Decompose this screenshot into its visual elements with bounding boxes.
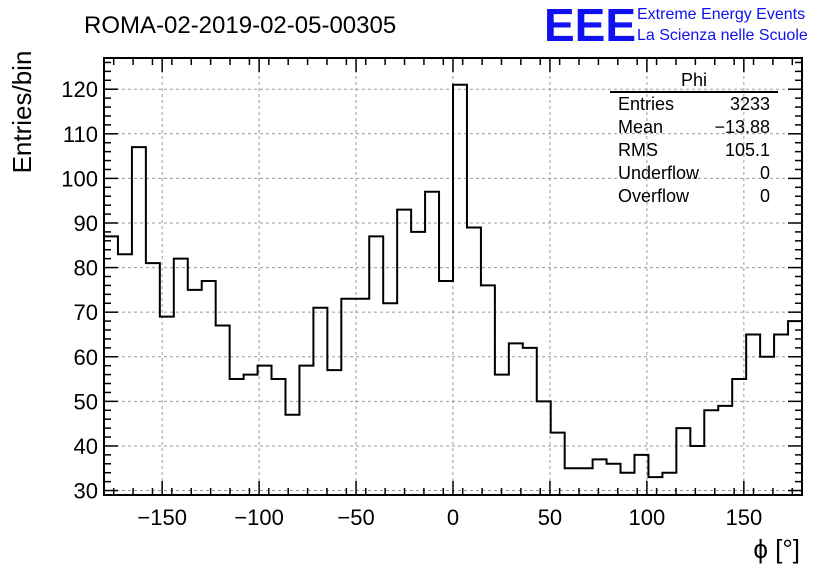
x-tick-label: −150 (137, 505, 187, 530)
histogram-bin (216, 326, 230, 495)
y-tick-label: 120 (61, 77, 98, 102)
stats-row-label: RMS (618, 140, 658, 160)
stats-box-rows: Entries 3233 Mean −13.88 RMS 105.1 Underflow 0 O… (618, 94, 770, 206)
histogram-bin (285, 415, 299, 495)
axis-ticks (104, 58, 802, 495)
eee-logo-line1: Extreme Energy Events (637, 6, 805, 23)
histogram-bin (676, 428, 690, 495)
x-tick-label: 50 (538, 505, 562, 530)
stats-row-value: 3233 (730, 94, 770, 114)
histogram-bin (551, 433, 565, 495)
histogram-bin (327, 370, 341, 495)
stats-row-label: Mean (618, 117, 663, 137)
histogram-bin (369, 236, 383, 495)
y-tick-label: 50 (74, 389, 98, 414)
y-tick-labels: 30 40 50 60 70 80 90 100 110 120 (61, 77, 98, 503)
stats-row-label: Overflow (618, 186, 690, 206)
histogram-bin (509, 343, 523, 495)
histogram-series-line (104, 83, 802, 479)
stats-row-value: 0 (760, 186, 770, 206)
histogram-bin (244, 375, 258, 495)
y-tick-label: 70 (74, 300, 98, 325)
histogram-bin (383, 303, 397, 495)
x-tick-label: 100 (629, 505, 666, 530)
x-tick-label: −50 (337, 505, 374, 530)
y-tick-label: 110 (63, 122, 98, 147)
histogram-bin (662, 473, 676, 495)
y-tick-label: 30 (74, 479, 98, 504)
y-tick-label: 100 (61, 166, 98, 191)
stats-box-title: Phi (681, 70, 707, 90)
eee-logo-line2: La Scienza nelle Scuole (637, 27, 808, 44)
histogram-bin (397, 210, 411, 495)
histogram-bin (593, 459, 607, 495)
histogram-bin (704, 410, 718, 495)
histogram-bin (537, 401, 551, 495)
x-tick-label: −100 (234, 505, 284, 530)
x-tick-label: 150 (725, 505, 762, 530)
histogram-bin (411, 232, 425, 495)
y-tick-label: 80 (74, 256, 98, 281)
histogram-bin (355, 299, 369, 495)
histogram-bin (648, 477, 662, 495)
chart-title: ROMA-02-2019-02-05-00305 (84, 12, 396, 39)
x-tick-labels: −150 −100 −50 0 50 100 150 (137, 505, 762, 530)
x-axis-title: ϕ [°] (753, 534, 800, 564)
histogram-bin (495, 375, 509, 495)
eee-logo-mark: EEE (544, 0, 636, 51)
stats-row-label: Entries (618, 94, 674, 114)
histogram-bin (690, 446, 704, 495)
histogram-bin (272, 379, 286, 495)
histogram-bin (132, 147, 146, 495)
histogram-bin (341, 299, 355, 495)
histogram-bin (481, 285, 495, 495)
histogram-bin (453, 85, 467, 495)
histogram-bin (258, 366, 272, 495)
stats-row-label: Underflow (618, 163, 700, 183)
histogram-bin (523, 348, 537, 495)
histogram-bin (174, 259, 188, 495)
histogram-bin (718, 406, 732, 495)
histogram-bin (118, 254, 132, 495)
histogram-bin (760, 357, 774, 495)
y-tick-label: 90 (74, 211, 98, 236)
stats-row-value: −13.88 (714, 117, 770, 137)
histogram-bin (621, 473, 635, 495)
y-tick-label: 60 (74, 345, 98, 370)
y-tick-label: 40 (74, 434, 98, 459)
histogram-bin (439, 281, 453, 495)
y-axis-title: Entries/bin (7, 51, 37, 174)
x-tick-label: 0 (447, 505, 459, 530)
histogram-bin (146, 263, 160, 495)
histogram-bin (202, 281, 216, 495)
histogram-bin (746, 334, 760, 495)
stats-row-value: 105.1 (725, 140, 770, 160)
histogram-bin (188, 290, 202, 495)
stats-box: Phi Entries 3233 Mean −13.88 RMS 105.1 Underfl… (610, 70, 778, 206)
histogram-bin (299, 366, 313, 495)
eee-logo: EEE Extreme Energy Events La Scienza nel… (544, 0, 808, 51)
histogram-bin (230, 379, 244, 495)
histogram-bin (425, 192, 439, 495)
histogram-bin (774, 334, 788, 495)
stats-row-value: 0 (760, 163, 770, 183)
